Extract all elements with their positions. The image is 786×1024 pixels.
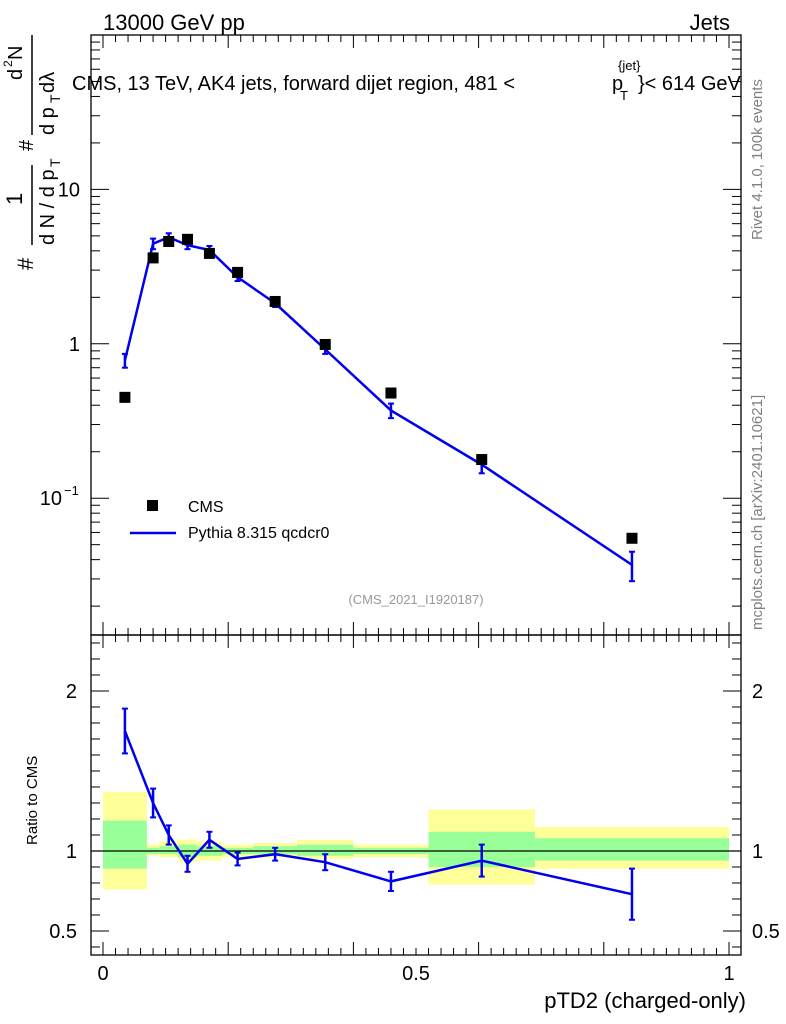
- ratio-y-tick-label-right: 1: [752, 841, 763, 863]
- y-tick-label: 1: [69, 334, 80, 356]
- cms-data-point: [203, 247, 215, 259]
- ratio-y-tick-label: 2: [66, 681, 77, 703]
- ratio-ylabel: Ratio to CMS: [24, 756, 41, 845]
- cms-data-point: [626, 532, 638, 544]
- ratio-y-tick-label: 0.5: [49, 921, 77, 943]
- ratio-y-tick-label-right: 2: [752, 681, 763, 703]
- cms-data-point: [232, 266, 244, 278]
- y-tick-label: 10: [58, 179, 80, 201]
- y-label-frac-sup: 2: [1, 60, 15, 67]
- title-main: CMS, 13 TeV, AK4 jets, forward dijet reg…: [72, 73, 515, 95]
- header-right: Jets: [690, 10, 730, 35]
- ratio-band-green: [103, 820, 147, 869]
- y-label-num: 1: [2, 193, 27, 205]
- title-sub: T: [620, 88, 628, 103]
- y-label-frac-den-sub: T: [47, 94, 63, 103]
- legend-label-cms: CMS: [188, 499, 224, 516]
- ratio-y-tick-label-right: 0.5: [752, 921, 780, 943]
- y-label-den: d N / d p: [37, 169, 59, 245]
- y-label-frac-d: d: [5, 69, 27, 80]
- y-label-frac-n: N: [5, 46, 27, 60]
- ratio-frame: [90, 634, 742, 956]
- legend-marker-cms: [147, 500, 158, 511]
- title-p: p: [612, 73, 623, 95]
- cms-data-point: [319, 338, 331, 350]
- cms-data-point: [476, 454, 488, 466]
- cms-data-point: [385, 387, 397, 399]
- ratio-plot: 0.5 0.5 1 1 2 2: [49, 634, 780, 956]
- main-frame: [90, 34, 742, 636]
- ratio-band-green: [534, 838, 729, 861]
- cms-data-point: [269, 295, 281, 307]
- y-label-right-hash: #: [16, 139, 38, 151]
- y-axis-label: # 1 d N / d p T # d 2 N d p T dλ: [1, 35, 63, 270]
- y-tick-label-exponent: −1: [64, 483, 79, 498]
- cms-data-point: [147, 252, 159, 264]
- x-tick-label: 0.5: [402, 963, 430, 985]
- x-tick-label: 1: [723, 963, 734, 985]
- watermark: (CMS_2021_I1920187): [348, 592, 483, 607]
- cms-data-point: [163, 235, 175, 247]
- side-label-top: Rivet 4.1.0, 100k events: [749, 79, 766, 240]
- y-label-frac-den-b: dλ: [37, 72, 59, 93]
- x-axis-label: pTD2 (charged-only): [544, 988, 746, 1013]
- ratio-y-tick-label: 1: [66, 841, 77, 863]
- title-end: }< 614 GeV: [638, 73, 742, 95]
- cms-data-point: [182, 233, 194, 245]
- title-sup: {jet}: [618, 58, 641, 73]
- plot-title: CMS, 13 TeV, AK4 jets, forward dijet reg…: [72, 58, 742, 103]
- y-tick-label: 10: [40, 488, 62, 510]
- ratio-band-green: [159, 846, 179, 855]
- ratio-band-green: [297, 844, 354, 856]
- x-tick-label: 0: [97, 963, 108, 985]
- y-label-hash: #: [13, 257, 38, 270]
- ratio-line-pythia: [123, 730, 633, 896]
- y-label-frac-den: d p: [37, 107, 59, 135]
- side-label-bottom: mcplots.cern.ch [arXiv:2401.10621]: [749, 395, 766, 630]
- cms-data-point: [119, 391, 131, 403]
- y-label-den-sub: T: [47, 158, 63, 167]
- header-left: 13000 GeV pp: [103, 10, 245, 35]
- legend-label-pythia: Pythia 8.315 qcdcr0: [188, 525, 330, 542]
- legend: CMS Pythia 8.315 qcdcr0: [130, 499, 330, 542]
